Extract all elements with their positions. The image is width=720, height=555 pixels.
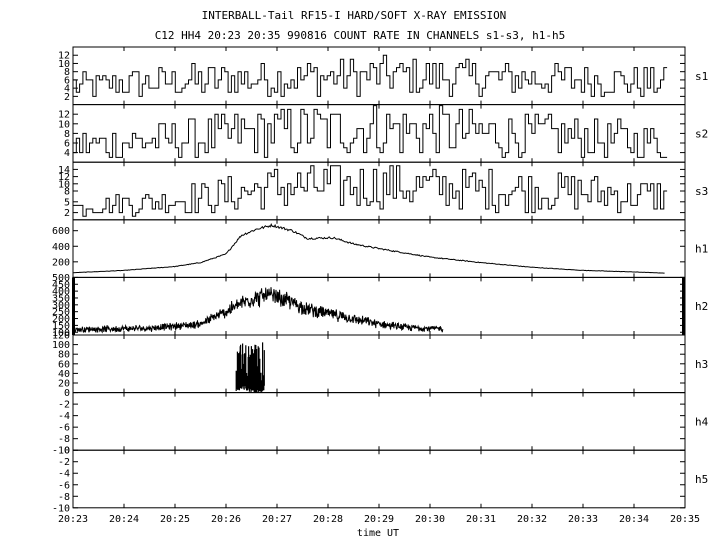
x-tick-label: 20:29 (364, 514, 394, 525)
chart-title: INTERBALL-Tail RF15-I HARD/SOFT X-RAY EM… (202, 9, 507, 22)
channel-label: s3 (695, 185, 708, 198)
h1-series (72, 223, 665, 274)
y-tick-label: 8 (64, 187, 70, 198)
y-tick-label: 12 (58, 110, 70, 121)
x-axis: 20:23 20:24 20:25 20:26 20:27 20:28 20:29 20:30… (58, 514, 700, 525)
x-tick-label: 20:35 (670, 514, 700, 525)
y-tick-label: 8 (64, 67, 70, 78)
y-tick-label: 0 (64, 388, 70, 399)
y-tick-label: 150 (52, 321, 70, 332)
x-tick-label: 20:27 (262, 514, 292, 525)
x-tick-label: 20:25 (160, 514, 190, 525)
y-tick-label: 400 (52, 287, 70, 298)
y-tick-label: 250 (52, 307, 70, 318)
y-tick-label: -10 (52, 446, 70, 457)
y-tick-label: 600 (52, 226, 70, 237)
y-tick-label: -6 (58, 423, 70, 434)
channel-label: s1 (695, 70, 708, 83)
y-tick-label: 60 (58, 359, 70, 370)
y-tick-label: 14 (58, 165, 70, 176)
panel-frame (72, 334, 686, 394)
x-tick-label: 20:23 (58, 514, 88, 525)
panel-frame (72, 392, 686, 451)
channel-label: h3 (695, 358, 708, 371)
y-tick-label: -4 (58, 469, 70, 480)
channel-label: h1 (695, 243, 708, 256)
y-tick-label: 2 (64, 208, 70, 219)
y-tick-label: -2 (58, 400, 70, 411)
h2-edge-bar (72, 277, 75, 335)
y-tick-label: 100 (52, 328, 70, 339)
y-tick-label: -6 (58, 480, 70, 491)
y-tick-label: -8 (58, 434, 70, 445)
y-tick-label: -4 (58, 411, 70, 422)
s2-series (73, 105, 668, 158)
h3-series (235, 342, 265, 393)
channel-label: h4 (695, 415, 709, 428)
x-tick-label: 20:24 (109, 514, 139, 525)
y-tick-label: 100 (52, 340, 70, 351)
chart-subtitle: C12 HH4 20:23 20:35 990816 COUNT RATE IN… (155, 29, 566, 42)
h2-series (72, 287, 444, 334)
s1-series (73, 54, 668, 97)
x-tick-label: 20:31 (466, 514, 496, 525)
channel-label: s2 (695, 127, 708, 140)
panel-h1: 200 400 600 h1 (52, 219, 708, 278)
chart-panels: 24681012s14681012s2258101214s3200400600h… (52, 46, 709, 515)
panel-frame (72, 161, 686, 221)
y-tick-label: 6 (64, 139, 70, 150)
x-tick-label: 20:32 (517, 514, 547, 525)
y-tick-label: 200 (52, 257, 70, 268)
channel-label: h5 (695, 473, 708, 486)
y-tick-label: 12 (58, 51, 70, 62)
y-tick-label: 400 (52, 242, 70, 253)
y-tick-label: 10 (58, 179, 70, 190)
h2-edge-bar (682, 277, 685, 335)
y-tick-label: 40 (58, 369, 70, 380)
y-tick-label: 5 (64, 197, 70, 208)
y-tick-label: 6 (64, 75, 70, 86)
y-tick-label: 8 (64, 129, 70, 140)
x-axis-label: time UT (357, 528, 399, 539)
x-tick-label: 20:26 (211, 514, 241, 525)
y-tick-label: 4 (64, 148, 70, 159)
y-tick-label: -2 (58, 457, 70, 468)
y-tick-label: 10 (58, 119, 70, 130)
x-tick-label: 20:30 (415, 514, 445, 525)
y-tick-label: 500 (52, 273, 70, 284)
y-tick-label: 4 (64, 84, 70, 95)
y-tick-label: 20 (58, 379, 70, 390)
y-tick-label: 0 (64, 446, 70, 457)
y-tick-label: 80 (58, 350, 70, 361)
y-tick-label: 350 (52, 293, 70, 304)
panel-frame (72, 449, 686, 509)
y-tick-label: 10 (58, 59, 70, 70)
x-tick-label: 20:34 (619, 514, 649, 525)
y-tick-label: 300 (52, 300, 70, 311)
channel-label: h2 (695, 300, 708, 313)
panel-frame (72, 104, 686, 163)
x-tick-label: 20:33 (568, 514, 598, 525)
y-tick-label: 120 (52, 331, 70, 342)
y-tick-label: -8 (58, 492, 70, 503)
y-tick-label: 450 (52, 280, 70, 291)
x-tick-label: 20:28 (313, 514, 343, 525)
y-tick-label: -10 (52, 503, 70, 514)
s3-series (73, 165, 668, 217)
y-tick-label: 12 (58, 172, 70, 183)
y-tick-label: 2 (64, 92, 70, 103)
y-tick-label: 200 (52, 314, 70, 325)
